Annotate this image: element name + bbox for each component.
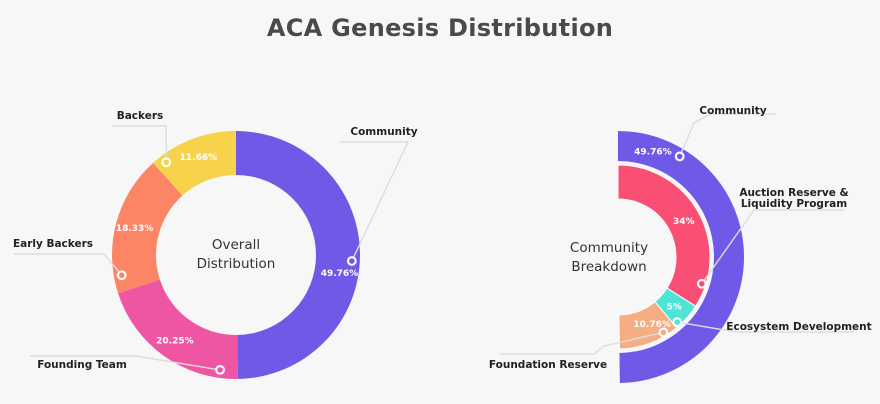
leader-line-early-backers <box>14 253 123 276</box>
breakdown-center-label-line-1: Community <box>570 240 648 256</box>
slice-early-backers <box>112 162 183 294</box>
leader-line-parent-community <box>679 113 776 157</box>
data-label-community: 49.76% <box>321 269 359 279</box>
leader-line-backers <box>112 125 167 163</box>
data-label-founding-team: 20.25% <box>156 336 194 346</box>
center-label-line-1: Overall <box>212 237 260 253</box>
leader-dot-auction-reserve-and-liquidity-program <box>697 279 707 289</box>
leader-dot-community <box>347 256 357 266</box>
data-label-foundation-reserve: 10.76% <box>633 320 671 330</box>
leader-dot-backers <box>161 157 171 167</box>
data-label-ecosystem-development: 5% <box>667 303 682 313</box>
data-label-auction-reserve-and-liquidity-program: 34% <box>673 217 695 227</box>
leader-line-community <box>340 141 410 262</box>
leader-line-ecosystem-development <box>677 321 854 333</box>
slice-founding-team <box>118 279 238 379</box>
leader-dot-ecosystem-development <box>672 317 682 327</box>
parent-slice-community <box>618 131 745 383</box>
leader-dot-foundation-reserve <box>659 327 668 337</box>
overall-donut <box>112 131 360 379</box>
breakdown-center-label-line-2: Breakdown <box>571 259 646 275</box>
center-label-line-2: Distribution <box>197 256 276 272</box>
legend-label-parent-community: Community <box>699 105 766 117</box>
leader-dot-early-backers <box>117 270 127 280</box>
legend-label-ecosystem-development: Ecosystem Development <box>726 321 871 333</box>
legend-label-community: Community <box>350 126 417 138</box>
data-label-backers: 11.66% <box>180 153 218 163</box>
slice-community <box>236 131 360 379</box>
chart-title: ACA Genesis Distribution <box>266 14 614 42</box>
legend-label-backers: Backers <box>117 110 164 122</box>
leader-dot-parent-community <box>675 152 685 161</box>
legend-label-founding-team: Founding Team <box>37 359 127 371</box>
community-breakdown <box>617 131 745 383</box>
legend-label-early-backers: Early Backers <box>13 238 93 250</box>
parent-data-label-community: 49.76% <box>634 148 672 158</box>
leader-line-foundation-reserve <box>500 331 664 355</box>
leader-dot-founding-team <box>215 365 225 375</box>
legend-label-auction-reserve-and-liquidity-program-line-1: Auction Reserve & <box>739 187 848 199</box>
slice-auction-reserve-and-liquidity-program <box>617 164 711 307</box>
slice-backers <box>153 131 236 196</box>
legend-label-auction-reserve-and-liquidity-program-line-2: Liquidity Program <box>741 198 847 210</box>
leader-line-founding-team <box>30 355 221 371</box>
leader-line-auction-reserve-and-liquidity-program <box>701 209 844 285</box>
data-label-early-backers: 18.33% <box>116 224 154 234</box>
legend-label-foundation-reserve: Foundation Reserve <box>489 359 607 371</box>
